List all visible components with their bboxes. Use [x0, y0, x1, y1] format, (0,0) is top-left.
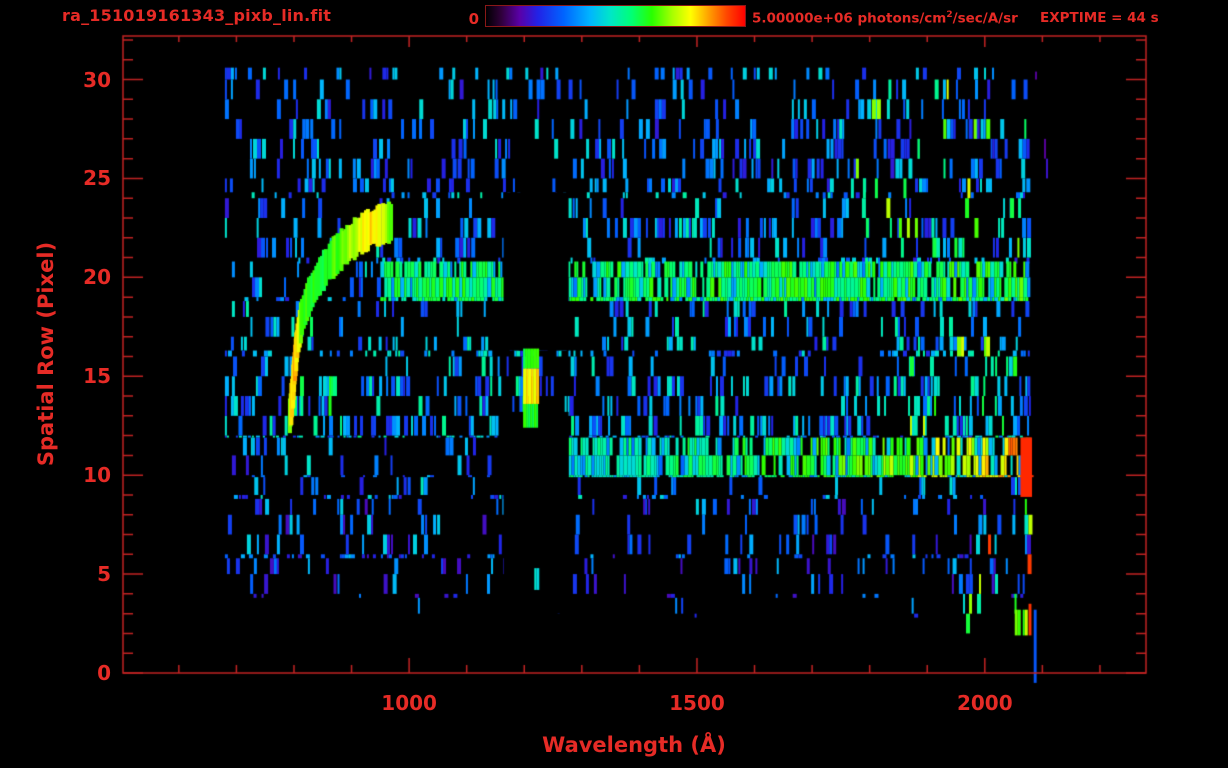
colorbar-max-label-suffix: /sec/A/sr [952, 10, 1018, 27]
colorbar-max-label-prefix: 5.00000e+06 photons/cm [752, 10, 947, 27]
y-tick-label: 10 [83, 463, 111, 488]
y-axis-title: Spatial Row (Pixel) [34, 241, 58, 467]
colorbar-max-label: 5.00000e+06 photons/cm2/sec/A/sr [752, 10, 1018, 27]
colorbar-max-label-superscript: 2 [946, 10, 953, 20]
y-tick-label: 30 [83, 67, 111, 92]
exptime-label: EXPTIME = 44 s [1040, 10, 1159, 26]
x-tick-label: 1500 [669, 691, 725, 715]
colorbar-min-label: 0 [468, 10, 479, 28]
x-tick-label: 2000 [956, 691, 1013, 715]
y-tick-label: 20 [83, 265, 111, 290]
file-title: ra_151019161343_pixb_lin.fit [62, 6, 332, 25]
x-axis-title: Wavelength (Å) [542, 733, 726, 757]
y-tick-label: 25 [83, 166, 111, 191]
y-tick-label: 15 [83, 364, 111, 389]
y-tick-label: 0 [97, 661, 111, 685]
x-tick-label: 1000 [381, 691, 437, 715]
colorbar [485, 5, 746, 27]
y-tick-label: 5 [97, 562, 111, 587]
